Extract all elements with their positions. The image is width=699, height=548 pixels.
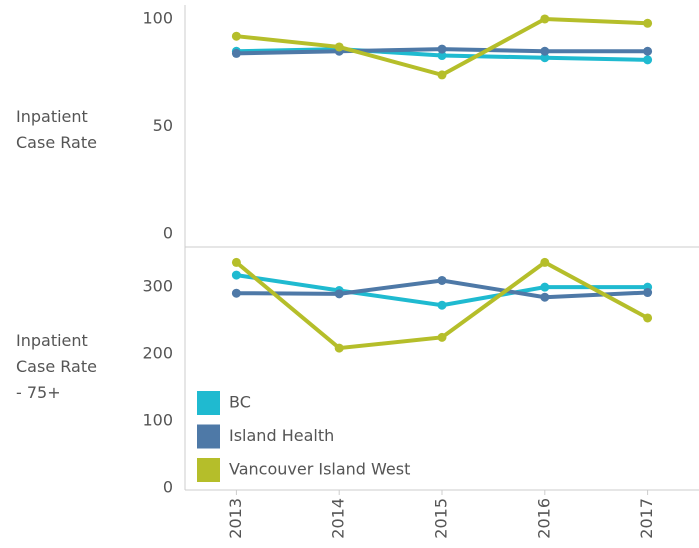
y-tick-label: 300 xyxy=(142,277,173,296)
y-axis-label: Inpatient Case Rate - 75+ xyxy=(16,331,97,402)
x-tick-label: 2017 xyxy=(637,498,656,539)
legend-swatch xyxy=(197,424,220,449)
point xyxy=(437,44,447,54)
x-tick-label: 2015 xyxy=(432,498,451,539)
point xyxy=(231,288,241,298)
point xyxy=(437,70,447,80)
point xyxy=(540,46,550,56)
legend-swatch xyxy=(197,391,220,415)
point xyxy=(540,282,550,292)
point xyxy=(643,55,653,65)
y-axis-label: Inpatient Case Rate xyxy=(16,107,97,152)
point xyxy=(437,275,447,285)
point xyxy=(231,48,241,58)
point xyxy=(437,300,447,310)
y-tick-label: 100 xyxy=(142,411,173,430)
legend-swatch xyxy=(197,458,220,482)
point xyxy=(334,42,344,52)
point xyxy=(231,270,241,280)
x-tick-label: 2014 xyxy=(329,498,348,539)
point xyxy=(231,31,241,41)
point xyxy=(437,51,447,61)
point xyxy=(334,343,344,353)
point xyxy=(643,18,653,28)
point xyxy=(540,257,550,267)
point xyxy=(540,292,550,302)
legend-label: Vancouver Island West xyxy=(229,460,410,479)
point xyxy=(643,288,653,298)
x-tick-label: 2016 xyxy=(534,498,553,539)
point xyxy=(334,289,344,299)
y-tick-label: 100 xyxy=(142,8,173,27)
y-tick-label: 0 xyxy=(163,477,173,496)
point xyxy=(643,46,653,56)
x-tick-label: 2013 xyxy=(226,498,245,539)
point xyxy=(643,313,653,323)
legend-label: Island Health xyxy=(229,426,334,445)
point xyxy=(437,332,447,342)
point xyxy=(231,257,241,267)
y-tick-label: 50 xyxy=(153,116,173,135)
y-tick-label: 200 xyxy=(142,344,173,363)
point xyxy=(540,14,550,24)
point xyxy=(540,53,550,63)
y-tick-label: 0 xyxy=(163,224,173,243)
legend-label: BC xyxy=(229,393,251,412)
